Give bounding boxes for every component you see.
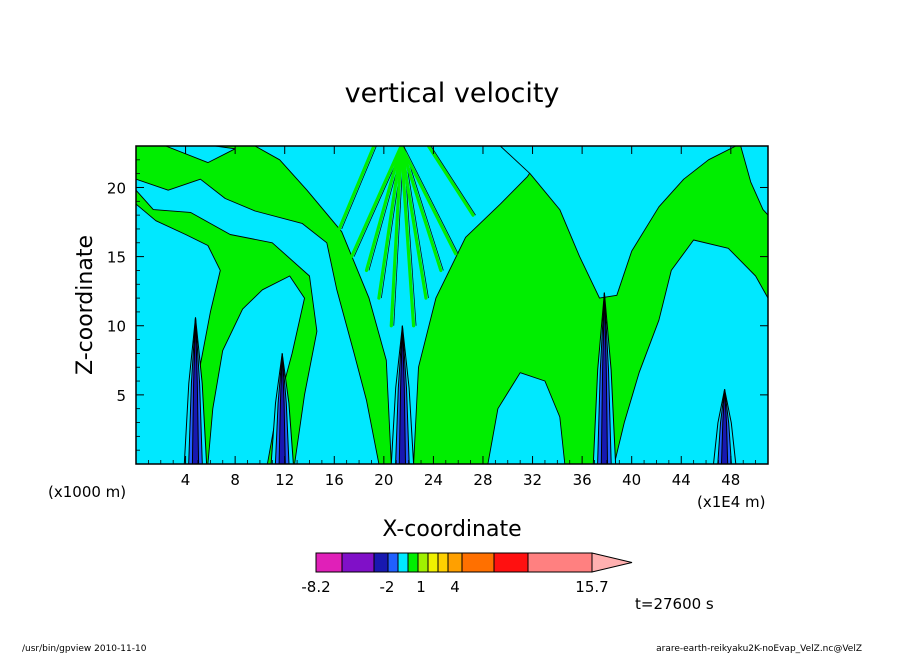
y-tick-label: 15 — [107, 249, 126, 267]
x-axis-label: X-coordinate — [382, 517, 521, 542]
colorbar-segment — [373, 552, 389, 573]
chart-title: vertical velocity — [345, 78, 560, 109]
colorbar-segment — [407, 552, 419, 573]
colorbar-labels: -8.2 -2 1 4 15.7 — [301, 578, 608, 596]
convective-plume — [390, 325, 415, 464]
plume-core — [398, 325, 407, 464]
x-tick-label: 36 — [573, 471, 592, 489]
x-tick-label: 20 — [374, 471, 393, 489]
x-tick-label: 4 — [181, 471, 191, 489]
contour-line — [341, 146, 377, 230]
x-axis: 4 8 12 16 20 24 28 32 36 40 44 48 — [147, 146, 757, 489]
colorbar-segment — [527, 552, 593, 573]
downdraft-region — [254, 146, 548, 464]
colorbar-tick-label: 4 — [450, 578, 460, 596]
downdraft-region — [613, 239, 768, 464]
colorbar-segment — [493, 552, 529, 573]
updraft-filament — [389, 146, 403, 328]
colorbar-tick-label: 15.7 — [575, 578, 608, 596]
plume-core — [191, 317, 200, 464]
y-axis-label: Z-coordinate — [73, 235, 98, 375]
colorbar-segment — [387, 552, 399, 573]
updraft-filament — [399, 146, 428, 300]
footer-left: /usr/bin/gpview 2010-11-10 — [22, 644, 147, 654]
colorbar-tick-label: 1 — [416, 578, 426, 596]
plume-core — [720, 389, 729, 464]
y-tick-label: 10 — [107, 318, 126, 336]
field-layer — [136, 146, 768, 464]
contour-line — [430, 146, 476, 216]
x-tick-label: 8 — [230, 471, 240, 489]
colorbar — [315, 552, 633, 573]
y-unit-note: (x1E4 m) — [697, 493, 766, 511]
y-tick-label: 5 — [116, 387, 126, 405]
downdraft-region — [740, 146, 768, 216]
convective-plume — [183, 317, 208, 464]
updraft-filament — [399, 146, 443, 273]
updraft-filament — [350, 146, 403, 259]
colorbar-segment — [437, 552, 449, 573]
contour-line — [403, 146, 459, 255]
colorbar-segment — [417, 552, 429, 573]
downdraft-region — [487, 372, 566, 464]
downdraft-region — [499, 146, 737, 299]
y-axis: 5 10 15 20 — [107, 159, 768, 451]
plume-layer — [183, 292, 737, 464]
colorbar-arrow — [591, 552, 633, 573]
x-tick-label: 44 — [672, 471, 691, 489]
colorbar-tick-label: -2 — [380, 578, 395, 596]
x-tick-label: 16 — [325, 471, 344, 489]
updraft-filament — [364, 146, 403, 273]
updraft-filament — [399, 146, 416, 328]
plume-core — [278, 353, 286, 464]
plot-area — [136, 146, 768, 464]
convective-plume — [712, 389, 737, 464]
x-unit-note: (x1000 m) — [48, 483, 126, 501]
y-tick-label: 20 — [107, 179, 126, 197]
colorbar-segment — [427, 552, 439, 573]
colorbar-tick-label: -8.2 — [301, 578, 330, 596]
updraft-filament — [377, 146, 403, 300]
x-tick-label: 48 — [721, 471, 740, 489]
updraft-filament — [426, 146, 475, 217]
updraft-filament — [337, 146, 376, 231]
x-tick-label: 24 — [424, 471, 443, 489]
updraft-filament — [399, 146, 458, 256]
plume-core — [600, 292, 609, 464]
convective-plume — [592, 292, 617, 464]
colorbar-segment — [461, 552, 495, 573]
colorbar-segment — [341, 552, 375, 573]
colorbar-segment — [315, 552, 343, 573]
downdraft-region — [136, 178, 380, 464]
convective-plume — [270, 353, 294, 464]
footer-right: arare-earth-reikyaku2K-noEvap_VelZ.nc@Ve… — [656, 644, 862, 654]
x-tick-label: 12 — [275, 471, 294, 489]
x-tick-label: 32 — [523, 471, 542, 489]
colorbar-segment — [447, 552, 463, 573]
colorbar-segment — [397, 552, 409, 573]
time-label: t=27600 s — [635, 595, 714, 613]
x-tick-label: 28 — [473, 471, 492, 489]
plot-frame — [135, 145, 769, 465]
x-tick-label: 40 — [622, 471, 641, 489]
